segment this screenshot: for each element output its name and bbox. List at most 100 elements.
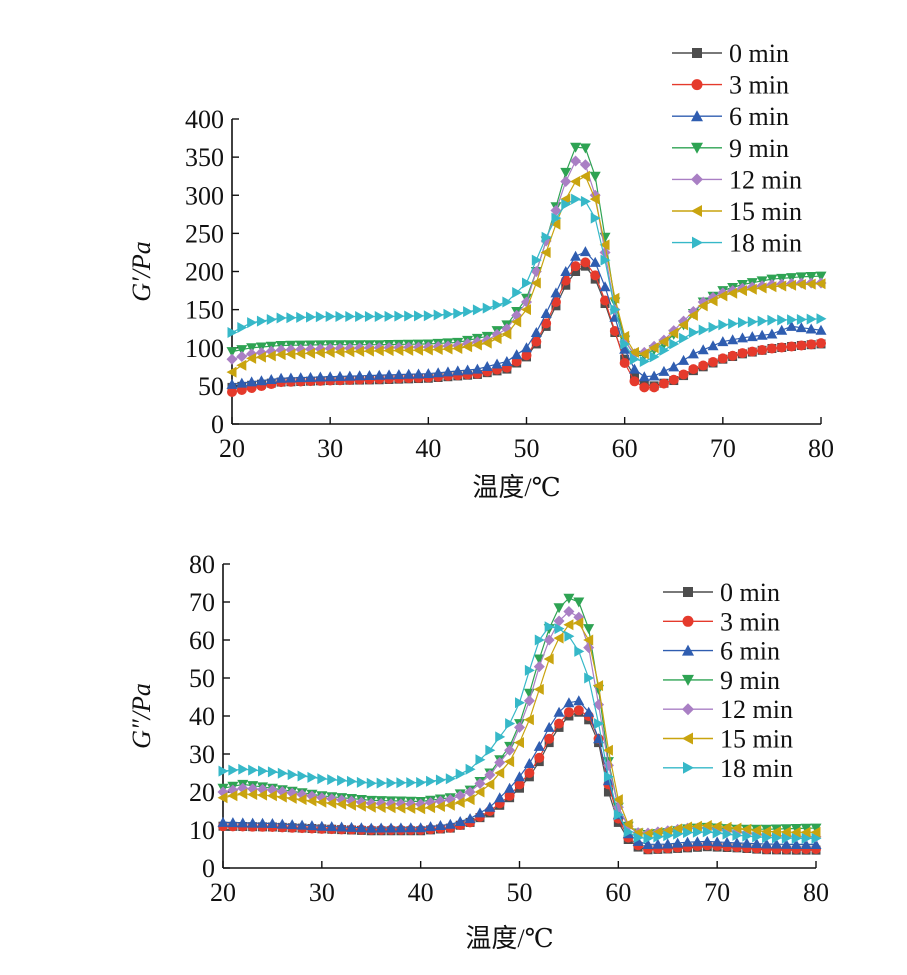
- data-point: [363, 370, 375, 381]
- data-point: [662, 825, 673, 837]
- data-point: [766, 328, 778, 339]
- data-point: [521, 304, 531, 316]
- x-tick-label: 20: [219, 434, 245, 463]
- data-point: [563, 697, 575, 708]
- data-point: [698, 360, 709, 371]
- data-point: [317, 773, 328, 785]
- legend-entry: 9 min: [672, 134, 789, 163]
- legend-entry: 12 min: [672, 165, 802, 194]
- y-tick-label: 0: [202, 854, 215, 883]
- data-point: [619, 343, 631, 354]
- data-point: [708, 356, 719, 367]
- legend-marker: [682, 615, 694, 627]
- data-point: [648, 342, 659, 354]
- data-point: [286, 312, 297, 324]
- data-point: [335, 310, 346, 322]
- data-point: [717, 290, 728, 302]
- data-point: [356, 776, 367, 788]
- data-point: [314, 347, 325, 359]
- data-point: [512, 286, 523, 298]
- legend-label: 18 min: [720, 754, 793, 783]
- data-point: [570, 176, 581, 188]
- data-point: [688, 364, 699, 375]
- g-prime-chart: 20 30 40 50 60 70 80 0 50 100 150 200 250 300 350 400 温度…: [127, 39, 834, 502]
- data-point: [563, 619, 574, 631]
- data-point: [589, 171, 601, 182]
- data-point: [226, 366, 237, 378]
- data-point: [579, 170, 590, 182]
- data-point: [524, 664, 535, 676]
- data-point: [365, 801, 376, 813]
- data-point: [649, 351, 660, 363]
- data-point: [285, 348, 296, 360]
- legend-label: 18 min: [729, 229, 802, 258]
- data-point: [306, 795, 317, 807]
- data-point: [805, 271, 817, 282]
- data-point: [295, 348, 306, 360]
- y-tick-label: 100: [185, 334, 224, 363]
- data-point: [602, 744, 613, 756]
- data-point: [464, 813, 476, 824]
- legend-label: 0 min: [720, 578, 780, 607]
- legend-marker: [691, 110, 703, 122]
- data-point: [364, 310, 375, 322]
- data-point: [236, 351, 248, 363]
- data-point: [363, 345, 374, 357]
- legend-entry: 15 min: [672, 197, 802, 226]
- x-tick-label: 60: [605, 878, 631, 907]
- data-point: [296, 311, 307, 323]
- data-point: [354, 345, 365, 357]
- data-point: [751, 838, 763, 849]
- data-point: [736, 285, 747, 297]
- data-point: [416, 777, 427, 788]
- legend-marker: [682, 644, 694, 656]
- data-point: [776, 342, 787, 353]
- data-point: [692, 826, 703, 838]
- data-point: [494, 767, 505, 779]
- series-18-min: [227, 193, 827, 367]
- legend-marker: [692, 48, 702, 58]
- data-point: [790, 838, 802, 849]
- data-point: [669, 338, 680, 350]
- data-point: [658, 336, 669, 348]
- data-point: [613, 809, 624, 821]
- data-point: [599, 281, 611, 292]
- data-point: [484, 769, 496, 781]
- data-point: [560, 167, 572, 178]
- data-point: [227, 790, 238, 802]
- data-point: [237, 788, 248, 800]
- legend-label: 15 min: [729, 197, 802, 226]
- data-point: [522, 277, 532, 289]
- data-point: [462, 341, 473, 353]
- data-point: [570, 142, 582, 153]
- data-point: [276, 818, 288, 829]
- data-point: [573, 597, 585, 608]
- data-point: [711, 820, 722, 832]
- data-point: [454, 796, 465, 808]
- data-point: [495, 731, 506, 743]
- data-point: [247, 317, 258, 329]
- legend-marker: [682, 674, 694, 686]
- data-point: [530, 277, 541, 289]
- data-point: [355, 822, 367, 833]
- data-point: [717, 336, 729, 347]
- data-point: [336, 821, 348, 832]
- data-point: [697, 300, 708, 312]
- data-point: [521, 342, 532, 353]
- data-point: [776, 280, 787, 292]
- data-point: [642, 838, 654, 849]
- data-point: [579, 143, 591, 154]
- data-point: [579, 246, 591, 257]
- data-point: [771, 832, 782, 844]
- data-point: [386, 777, 397, 789]
- data-point: [628, 363, 640, 374]
- data-point: [474, 786, 485, 798]
- data-point: [541, 318, 552, 329]
- data-point: [255, 351, 266, 363]
- data-point: [504, 790, 515, 801]
- y-tick-label: 300: [185, 181, 224, 210]
- data-point: [583, 634, 594, 646]
- data-point: [376, 777, 387, 789]
- data-point: [668, 374, 679, 385]
- data-point: [373, 345, 384, 357]
